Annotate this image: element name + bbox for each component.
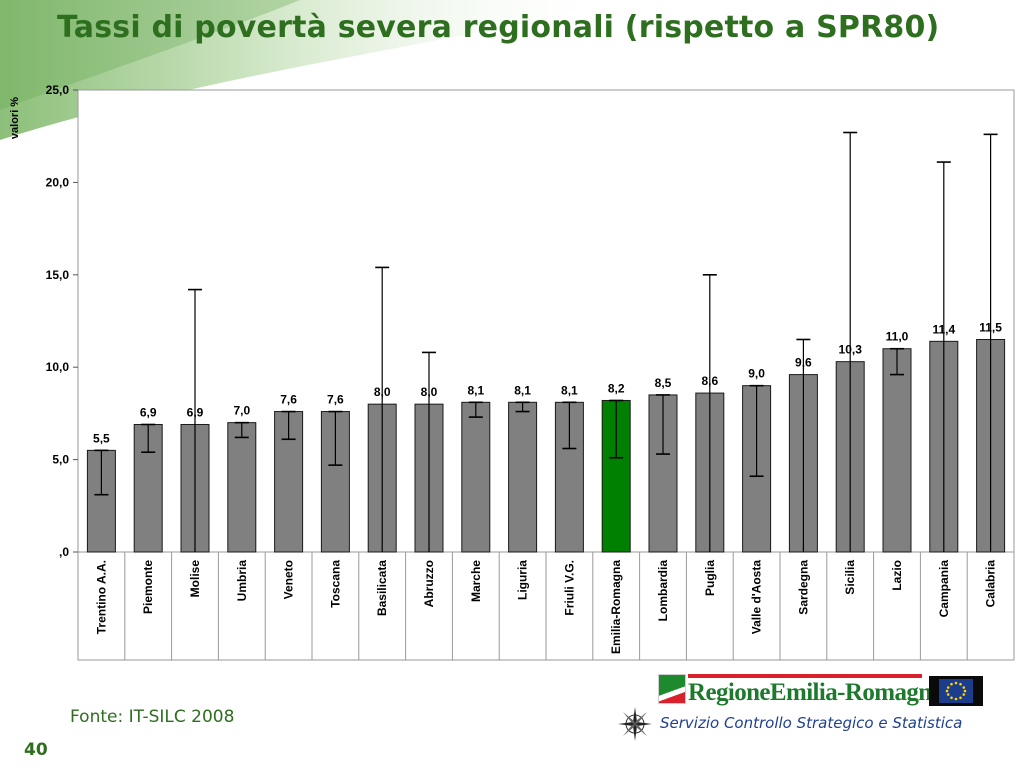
- y-tick-label: 15,0: [46, 268, 70, 282]
- category-label: Friuli V.G.: [562, 560, 576, 616]
- region-logo: RegioneEmilia-Romagna: [658, 674, 986, 710]
- category-label: Valle d'Aosta: [750, 560, 764, 635]
- region-name: RegioneEmilia-Romagna: [688, 679, 944, 706]
- value-label: 7,6: [280, 393, 297, 407]
- value-label: 8,1: [561, 383, 578, 397]
- bar: [882, 348, 912, 553]
- bar: [508, 401, 538, 553]
- value-label: 8,2: [608, 381, 625, 395]
- category-label: Puglia: [703, 560, 717, 596]
- compass-rose-icon: [618, 707, 652, 741]
- value-label: 8,6: [701, 374, 718, 388]
- region-flag-icon: [658, 674, 686, 704]
- value-label: 10,3: [839, 343, 863, 357]
- y-tick-label: ,0: [59, 545, 69, 559]
- category-label: Molise: [188, 560, 202, 598]
- value-label: 11,4: [932, 322, 955, 336]
- value-label: 11,0: [886, 330, 909, 344]
- eu-flag-icon: [929, 676, 983, 706]
- category-label: Basilicata: [375, 560, 389, 616]
- value-label: 9,6: [795, 356, 812, 370]
- category-label: Campania: [937, 560, 951, 618]
- value-label: 8,0: [374, 385, 391, 399]
- y-tick-label: 25,0: [46, 83, 70, 97]
- category-label: Umbria: [235, 560, 249, 602]
- value-label: 5,5: [93, 431, 110, 445]
- category-label: Calabria: [984, 560, 998, 608]
- category-label: Sicilia: [843, 560, 857, 595]
- value-label: 11,5: [979, 320, 1002, 334]
- value-label: 6,9: [140, 405, 157, 419]
- category-label: Piemonte: [141, 560, 155, 614]
- value-label: 6,9: [187, 405, 204, 419]
- category-label: Marche: [469, 560, 483, 602]
- page-title: Tassi di povertà severa regionali (rispe…: [57, 10, 940, 45]
- logo-red-line: [688, 674, 922, 678]
- value-label: 7,6: [327, 393, 344, 407]
- background-swoosh: [0, 0, 620, 140]
- category-label: Trentino A.A.: [94, 560, 108, 634]
- category-label: Lazio: [890, 560, 904, 591]
- category-label: Toscana: [328, 560, 342, 608]
- bar: [227, 422, 257, 553]
- category-label: Sardegna: [796, 560, 810, 615]
- bar: [461, 401, 491, 553]
- category-label: Liguria: [516, 560, 530, 600]
- category-label: Lombardia: [656, 560, 670, 622]
- value-label: 8,5: [655, 376, 672, 390]
- source-note: Fonte: IT-SILC 2008: [70, 707, 235, 727]
- y-axis-label: valori %: [9, 97, 21, 139]
- category-label: Abruzzo: [422, 560, 436, 607]
- y-tick-label: 10,0: [46, 360, 70, 374]
- plot-area: [77, 89, 1015, 553]
- value-label: 8,1: [514, 383, 531, 397]
- value-label: 7,0: [233, 404, 250, 418]
- y-tick-label: 5,0: [52, 453, 69, 467]
- bar-chart: ,0 5,0 10,0 15,0 20,0 25,0 5,5 6,9 6,9 7,0 7,6 7,6…: [9, 83, 1015, 661]
- service-name: Servizio Controllo Strategico e Statisti…: [660, 714, 963, 732]
- page-number: 40: [24, 740, 48, 760]
- value-label: 9,0: [748, 367, 765, 381]
- category-label: Emilia-Romagna: [609, 560, 623, 654]
- category-label: Veneto: [282, 560, 296, 599]
- value-label: 8,0: [421, 385, 438, 399]
- y-tick-label: 20,0: [46, 175, 70, 189]
- value-label: 8,1: [467, 383, 484, 397]
